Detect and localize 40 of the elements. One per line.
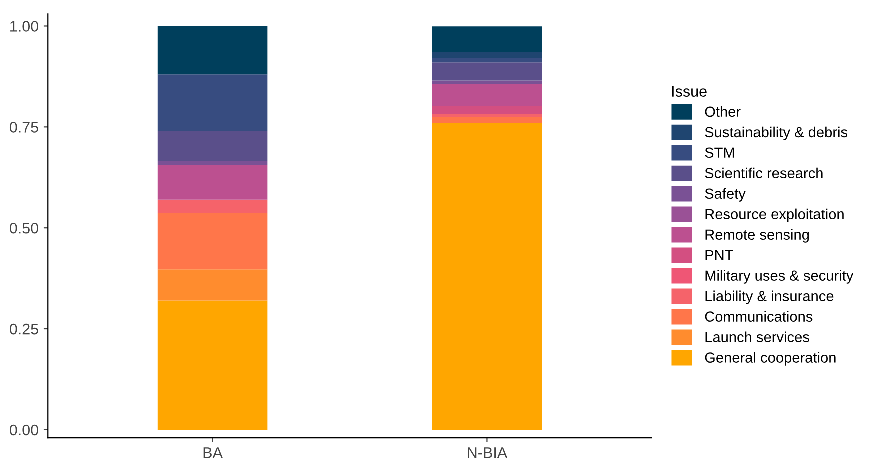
- bar: [158, 26, 268, 75]
- bar: [432, 123, 542, 430]
- x-tick-label: BA: [204, 448, 223, 458]
- legend-label: Safety: [705, 188, 746, 202]
- legend-label: General cooperation: [705, 352, 836, 366]
- y-tick-label: 0.00: [10, 424, 39, 436]
- bar: [158, 213, 268, 270]
- legend-label: Liability & insurance: [706, 290, 834, 304]
- bar: [158, 131, 268, 162]
- legend-title: Issue: [672, 86, 707, 97]
- legend-label: Communications: [705, 311, 813, 322]
- bar: [432, 117, 542, 124]
- y-tick-label: 0.25: [10, 324, 38, 335]
- y-tick-label: 0.50: [10, 222, 39, 234]
- legend-label: PNT: [706, 250, 734, 260]
- legend-label: Launch services: [706, 332, 810, 342]
- bar: [432, 84, 542, 106]
- x-tick-label: N-BIA: [468, 448, 508, 458]
- y-tick-label: 0.75: [10, 122, 38, 133]
- bar: [158, 166, 268, 200]
- bar: [158, 74, 268, 132]
- bar: [432, 58, 542, 63]
- bar: [158, 200, 268, 214]
- bar: [432, 52, 542, 59]
- legend-label: Resource exploitation: [706, 208, 844, 222]
- bar: [158, 300, 268, 430]
- bar: [432, 106, 542, 114]
- legend-label: Other: [705, 106, 741, 118]
- legend-label: Sustainability & debris: [705, 126, 848, 140]
- bar: [432, 114, 542, 118]
- legend-label: Scientific research: [705, 168, 823, 179]
- bar: [432, 26, 542, 52]
- legend-label: STM: [705, 148, 734, 158]
- bar: [158, 161, 268, 166]
- bar: [432, 80, 542, 84]
- legend-label: Remote sensing: [706, 229, 810, 243]
- y-tick-label: 1.00: [10, 21, 39, 32]
- bar: [432, 62, 542, 81]
- bar: [158, 270, 268, 301]
- legend-label: Military uses & security: [706, 270, 854, 284]
